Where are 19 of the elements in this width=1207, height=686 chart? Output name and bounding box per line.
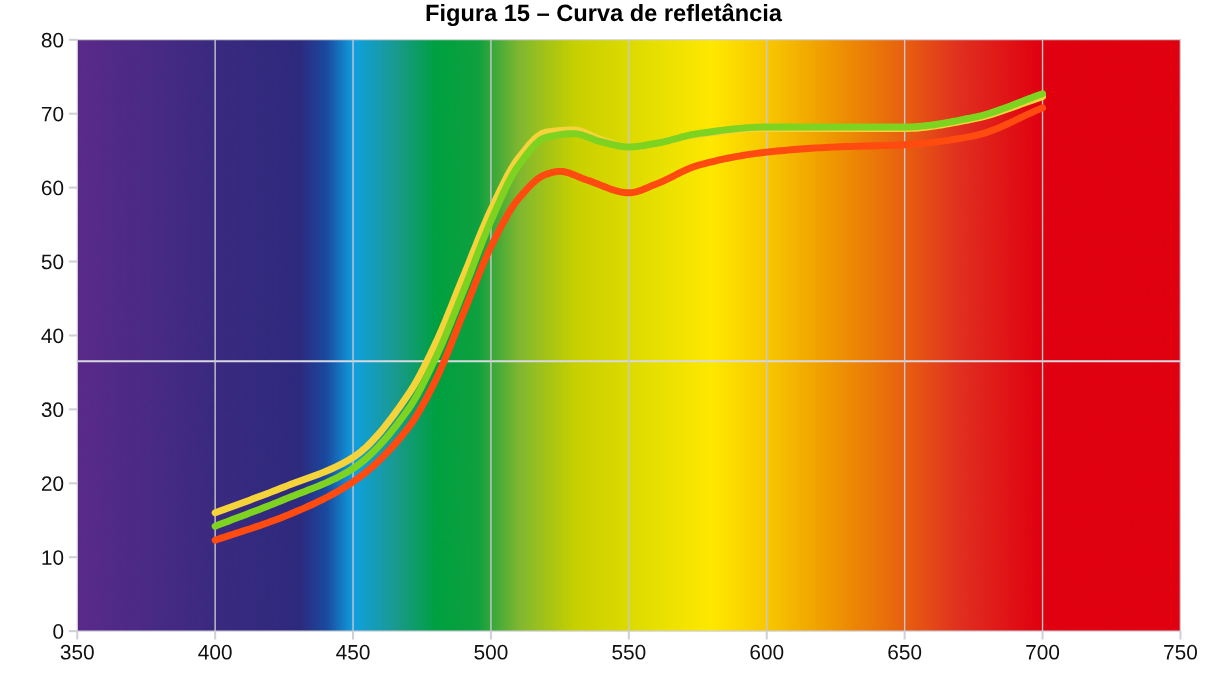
x-tick-label: 450 [336, 644, 370, 660]
y-tick-label: 80 [41, 32, 64, 48]
chart-title: Figura 15 – Curva de refletância [426, 3, 783, 27]
y-tick-label: 10 [42, 550, 64, 565]
y-tick-label: 50 [41, 254, 64, 270]
x-tick-label: 500 [474, 644, 508, 660]
y-tick-label: 60 [41, 180, 64, 196]
x-tick-label: 650 [888, 644, 922, 660]
x-tick-label: 700 [1026, 644, 1060, 660]
x-tick-label: 550 [612, 644, 646, 660]
y-tick-label: 0 [53, 624, 64, 639]
y-tick-label: 70 [41, 106, 64, 122]
x-tick-label: 600 [750, 644, 784, 660]
x-tick-label: 750 [1164, 644, 1198, 660]
y-tick-label: 20 [41, 476, 64, 492]
y-tick-label: 30 [41, 402, 64, 418]
y-tick-label: 40 [41, 328, 64, 344]
x-tick-label: 350 [60, 644, 94, 660]
x-tick-label: 400 [198, 644, 232, 660]
